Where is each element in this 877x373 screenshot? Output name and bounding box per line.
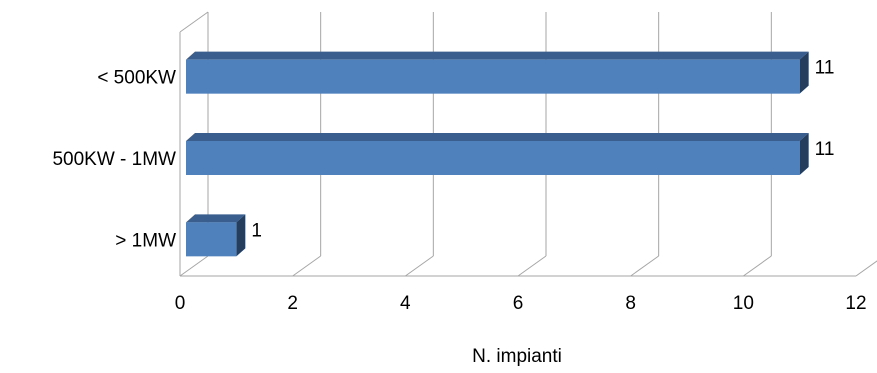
data-label: 11 [815, 139, 835, 160]
bar-top [186, 133, 809, 141]
bar-top [186, 214, 246, 223]
bar-top [186, 51, 809, 60]
floor-gridline [743, 255, 772, 277]
bar [186, 222, 237, 257]
bar-side [799, 51, 809, 94]
x-tick-label: 0 [175, 293, 186, 314]
bar-side [236, 214, 246, 257]
floor-gridline [517, 255, 547, 277]
floor-gridline [405, 255, 434, 277]
floor-gridline [179, 255, 209, 277]
y-tick-label: 500KW - 1MW [52, 149, 176, 170]
x-tick-label: 8 [625, 293, 636, 314]
bar [186, 59, 800, 94]
y-tick-label: > 1MW [115, 230, 176, 251]
data-label: 1 [251, 220, 262, 241]
x-axis-title: N. impianti [472, 346, 562, 367]
floor-gridline [292, 255, 321, 277]
labels: 0 2 4 6 8 10 12 < 500KW 11 500KW - 1MW 11 > 1MW 1 [52, 58, 866, 314]
x-tick-label: 12 [845, 293, 866, 314]
x-tick-label: 10 [733, 293, 754, 314]
y-tick-label: < 500KW [97, 68, 176, 89]
x-tick-label: 2 [287, 293, 298, 314]
data-label: 11 [815, 58, 835, 79]
bar-side [799, 133, 809, 175]
bar [186, 141, 800, 175]
x-tick-label: 6 [513, 293, 524, 314]
wall-edge [179, 11, 209, 33]
floor-gridline [855, 260, 877, 277]
floor-gridline [630, 255, 659, 277]
bars [186, 51, 809, 257]
x-tick-label: 4 [400, 293, 411, 314]
